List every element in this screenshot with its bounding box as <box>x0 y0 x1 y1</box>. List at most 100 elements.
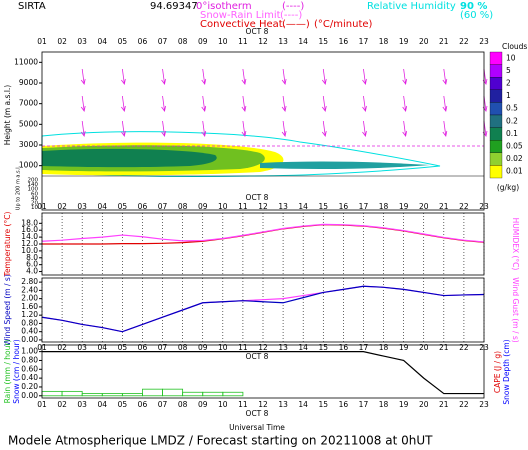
y-tick-label: 0.80 <box>21 318 38 327</box>
axis-label: CAPE (J / g) <box>493 351 502 393</box>
hour-label: 04 <box>97 37 107 46</box>
y-tick-label: 1.00 <box>21 347 38 356</box>
wind-arrow <box>80 95 86 112</box>
wind-arrow <box>80 120 86 137</box>
hour-label: 15 <box>318 400 328 409</box>
hour-label: 01 <box>37 400 47 409</box>
hour-label: 20 <box>419 343 429 352</box>
precip-bar <box>142 388 163 397</box>
wind-arrow <box>201 120 207 137</box>
hour-label: 02 <box>57 37 67 46</box>
date-label: OCT 8 <box>246 352 269 361</box>
colorbar-label: 10 <box>506 53 516 62</box>
colorbar-swatch <box>489 165 503 179</box>
hour-label: 20 <box>419 400 429 409</box>
precip-bar <box>41 390 63 397</box>
hour-label: 06 <box>138 343 148 352</box>
y-tick-label: 0.00 <box>21 391 38 400</box>
hour-label: 16 <box>339 202 349 211</box>
axis-label: Snow (cm / hour) <box>12 339 21 403</box>
axis-label: Height (m a.s.l.) <box>3 85 12 146</box>
wind-arrow <box>281 68 287 85</box>
y-tick-label: 8.0 <box>26 253 38 262</box>
axis-label: Wind Speed (m / s) <box>3 274 12 346</box>
snow-rain-label: Snow-Rain Limit <box>200 10 281 21</box>
hour-label: 16 <box>339 400 349 409</box>
hour-label: 11 <box>238 343 248 352</box>
wind-arrow <box>321 120 327 137</box>
hour-label: 13 <box>278 202 288 211</box>
wind-arrow <box>121 95 126 112</box>
low-label: Up to 200 m a.s.l. <box>16 165 22 210</box>
cloud-blue <box>260 161 430 169</box>
hour-label: 10 <box>218 37 228 46</box>
hour-label: 03 <box>77 202 87 211</box>
wind-arrow <box>362 68 367 85</box>
hour-label: 17 <box>359 400 369 409</box>
hour-label: 13 <box>278 400 288 409</box>
wind-arrow <box>442 120 448 137</box>
hour-label: 04 <box>97 202 107 211</box>
hour-label: 08 <box>178 202 188 211</box>
colorbar-swatch <box>489 140 503 153</box>
hour-label: 09 <box>198 400 208 409</box>
rh-label: Relative Humidity <box>367 1 456 12</box>
hour-label: 15 <box>318 37 328 46</box>
hour-label: 02 <box>57 343 67 352</box>
hour-label: 11 <box>238 202 248 211</box>
wind-arrow <box>121 120 126 137</box>
axis-label: HUMIDEX (°C) <box>511 218 520 271</box>
hour-label: 19 <box>399 37 409 46</box>
wind-arrow <box>362 120 367 137</box>
hour-label: 09 <box>198 343 208 352</box>
y-tick-label: 3000 <box>19 140 38 149</box>
hour-label: 16 <box>339 37 349 46</box>
wind-arrow <box>201 95 207 112</box>
wind-arrow <box>321 68 327 85</box>
colorbar-swatch <box>489 152 503 166</box>
wind-arrow <box>321 95 327 112</box>
wind-arrow <box>402 68 408 85</box>
wind-arrow <box>442 95 448 112</box>
hour-label: 17 <box>359 202 369 211</box>
hour-label: 15 <box>318 202 328 211</box>
panel-frame <box>41 344 485 399</box>
series-line <box>41 285 485 333</box>
panel-frame <box>41 277 485 343</box>
hour-label: 07 <box>158 37 168 46</box>
hour-label: 12 <box>258 202 268 211</box>
wind-arrow <box>161 68 166 85</box>
date-label: OCT 8 <box>246 193 269 202</box>
hour-label: 12 <box>258 343 268 352</box>
hour-label: 06 <box>138 400 148 409</box>
hour-label: 10 <box>218 343 228 352</box>
y-tick-label: 0.40 <box>21 373 38 382</box>
colorbar-label: 0.5 <box>506 104 518 113</box>
hour-label: 14 <box>298 343 308 352</box>
wind-arrow <box>402 120 408 137</box>
hour-label: 12 <box>258 400 268 409</box>
hour-label: 10 <box>218 400 228 409</box>
isotherm-style: (----) <box>282 1 304 12</box>
hour-label: 07 <box>158 202 168 211</box>
hour-label: 03 <box>77 343 87 352</box>
convective-label: Convective Heat. <box>200 19 286 30</box>
hour-label: 19 <box>399 202 409 211</box>
colorbar-label: 0.02 <box>506 154 523 163</box>
rh-high: 90 % <box>460 1 487 12</box>
y-tick-label: 2.00 <box>21 294 38 303</box>
axis-label: Temperature (°C) <box>3 212 12 278</box>
hour-label: 17 <box>359 343 369 352</box>
y-tick-label: 5000 <box>19 119 38 128</box>
low-level-label: 60 <box>31 191 38 197</box>
colorbar-label: 0.01 <box>506 167 523 176</box>
axis-label: Snow Depth (cm) <box>502 339 511 404</box>
y-tick-label: 7000 <box>19 99 38 108</box>
low-level-label: 200 <box>28 178 39 184</box>
hour-label: 06 <box>138 202 148 211</box>
hour-label: 21 <box>439 37 449 46</box>
hour-label: 21 <box>439 202 449 211</box>
wind-arrow <box>80 68 86 85</box>
wind-arrow <box>241 95 247 112</box>
y-tick-label: 4.0 <box>26 267 38 276</box>
